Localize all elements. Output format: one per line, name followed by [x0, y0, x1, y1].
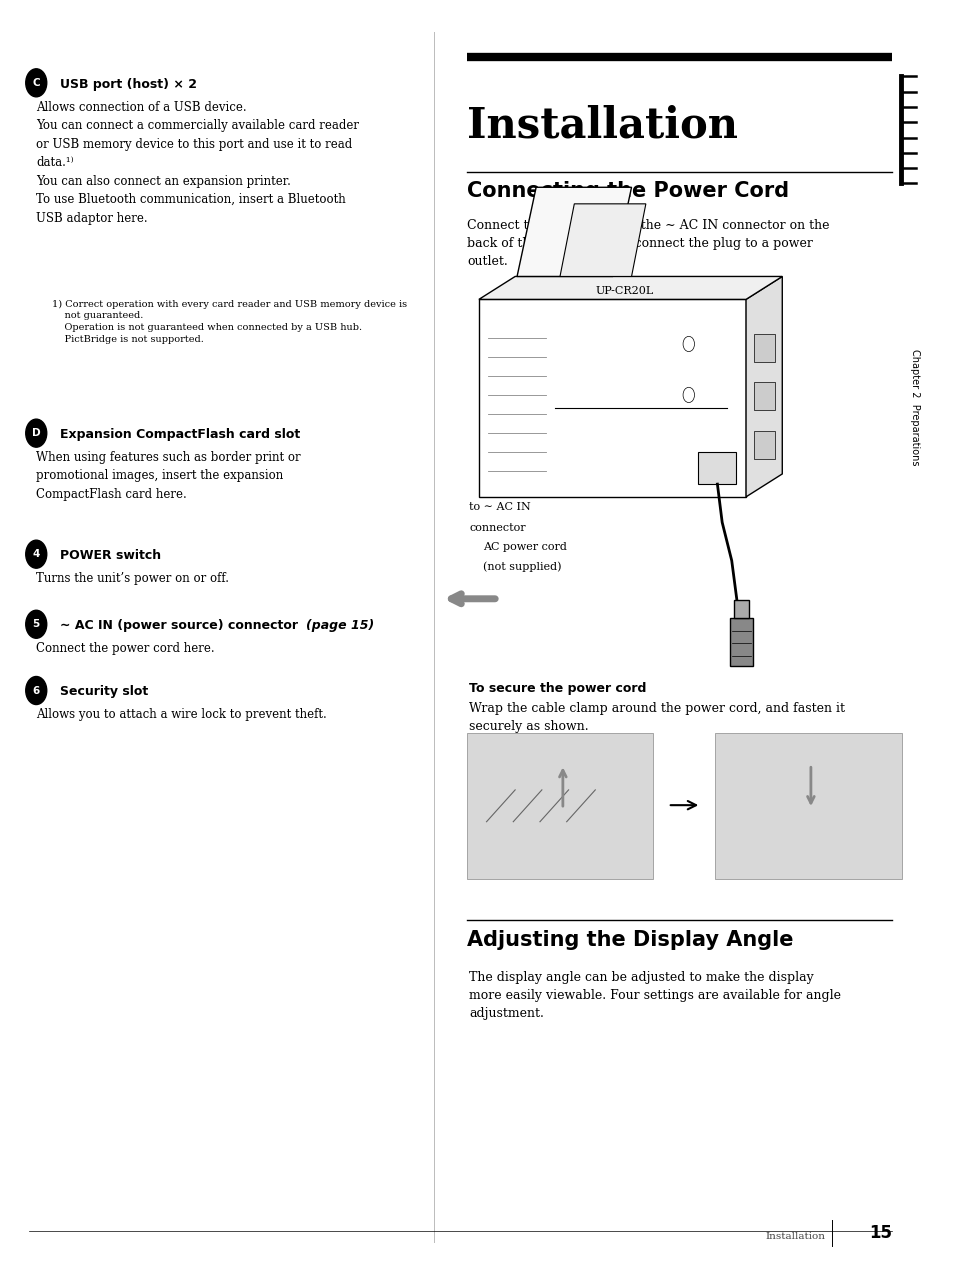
Circle shape	[26, 676, 47, 705]
Text: 15: 15	[868, 1224, 891, 1242]
Circle shape	[26, 419, 47, 447]
Circle shape	[26, 610, 47, 638]
Text: 1) Correct operation with every card reader and USB memory device is
    not gua: 1) Correct operation with every card rea…	[52, 299, 407, 344]
Circle shape	[26, 69, 47, 97]
Text: Allows you to attach a wire lock to prevent theft.: Allows you to attach a wire lock to prev…	[36, 708, 327, 721]
Bar	[753, 382, 774, 410]
Polygon shape	[559, 204, 645, 276]
Text: Adjusting the Display Angle: Adjusting the Display Angle	[467, 930, 793, 950]
Text: 5: 5	[32, 619, 40, 629]
Text: 6: 6	[32, 685, 40, 696]
Text: Wrap the cable clamp around the power cord, and fasten it
securely as shown.: Wrap the cable clamp around the power co…	[469, 702, 844, 733]
Polygon shape	[517, 187, 631, 276]
Circle shape	[682, 387, 694, 403]
Bar	[753, 431, 774, 459]
Text: D: D	[31, 428, 41, 438]
Bar	[698, 452, 736, 484]
Bar	[753, 334, 774, 362]
Bar	[467, 733, 653, 879]
Text: Connect the power cord to the ∼ AC IN connector on the
back of the unit, and the: Connect the power cord to the ∼ AC IN co…	[467, 219, 829, 268]
Text: connector: connector	[469, 522, 525, 533]
Text: When using features such as border print or
promotional images, insert the expan: When using features such as border print…	[36, 451, 300, 501]
Text: (page 15): (page 15)	[306, 619, 375, 632]
Text: 4: 4	[32, 549, 40, 559]
Text: Expansion CompactFlash card slot: Expansion CompactFlash card slot	[60, 428, 300, 441]
Polygon shape	[478, 276, 781, 299]
Text: Chapter 2  Preparations: Chapter 2 Preparations	[909, 349, 919, 466]
Polygon shape	[745, 276, 781, 497]
Text: To secure the power cord: To secure the power cord	[469, 682, 646, 694]
Text: Installation: Installation	[467, 104, 738, 147]
Text: Connecting the Power Cord: Connecting the Power Cord	[467, 181, 789, 201]
Text: C: C	[32, 78, 40, 88]
Text: Connect the power cord here.: Connect the power cord here.	[36, 642, 214, 655]
Text: POWER switch: POWER switch	[60, 549, 161, 562]
Text: USB port (host) × 2: USB port (host) × 2	[60, 78, 197, 90]
Text: Security slot: Security slot	[60, 685, 149, 698]
Bar	[478, 299, 745, 497]
Circle shape	[682, 336, 694, 352]
Bar	[733, 600, 748, 618]
Text: to ∼ AC IN: to ∼ AC IN	[469, 502, 531, 512]
Bar	[729, 618, 752, 666]
Text: Installation: Installation	[764, 1232, 824, 1241]
Text: ∼ AC IN (power source) connector: ∼ AC IN (power source) connector	[60, 619, 302, 632]
Circle shape	[26, 540, 47, 568]
Text: UP-CR20L: UP-CR20L	[595, 285, 653, 296]
Text: Turns the unit’s power on or off.: Turns the unit’s power on or off.	[36, 572, 229, 585]
Bar	[715, 733, 901, 879]
Text: AC power cord: AC power cord	[482, 541, 566, 552]
Text: (not supplied): (not supplied)	[482, 562, 560, 572]
Text: Allows connection of a USB device.
You can connect a commercially available card: Allows connection of a USB device. You c…	[36, 101, 359, 224]
Text: The display angle can be adjusted to make the display
more easily viewable. Four: The display angle can be adjusted to mak…	[469, 971, 841, 1019]
